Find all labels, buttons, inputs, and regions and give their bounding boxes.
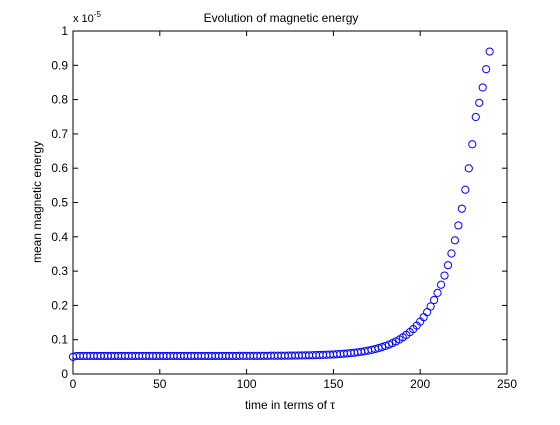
y-axis-label: mean magnetic energy [30, 141, 44, 263]
y-tick-label: 0.6 [51, 161, 68, 175]
y-tick-label: 1 [61, 24, 68, 38]
data-point [450, 236, 460, 245]
y-axis-multiplier-exponent: -5 [94, 10, 102, 19]
data-point [381, 341, 390, 351]
y-tick-label: 0.2 [51, 298, 68, 312]
data-point [461, 185, 470, 194]
data-point [471, 112, 480, 122]
data-point [429, 295, 439, 305]
chart-title: Evolution of magnetic energy [204, 11, 359, 25]
data-point [426, 302, 435, 311]
x-tick-label: 250 [497, 377, 517, 391]
data-point [436, 280, 446, 289]
y-axis-multiplier: x 10-5 [73, 10, 101, 25]
data-point [468, 140, 477, 149]
y-tick-label: 0.3 [51, 264, 68, 278]
data-point [482, 65, 491, 74]
x-tick-label: 0 [70, 377, 77, 391]
y-tick-label: 0.4 [51, 230, 68, 244]
data-point [464, 164, 473, 173]
y-tick-label: 0.1 [51, 333, 68, 347]
y-tick-label: 0.7 [51, 127, 68, 141]
data-point [485, 47, 494, 56]
x-tick-label: 200 [410, 377, 430, 391]
x-tick-label: 150 [323, 377, 343, 391]
data-point [443, 261, 453, 270]
x-tick-label: 50 [153, 377, 167, 391]
plot-area [72, 30, 508, 375]
data-point [454, 221, 463, 230]
data-point [447, 249, 456, 258]
x-tick-label: 100 [237, 377, 257, 391]
data-point [433, 288, 442, 297]
data-point [475, 98, 484, 107]
y-tick-label: 0.9 [51, 58, 68, 72]
x-axis-label: time in terms of τ [245, 398, 335, 412]
y-axis-ticks: 0 0.1 0.2 0.3 0.4 0.5 0.6 0.7 0.8 0.9 1 [51, 24, 507, 381]
data-point [478, 83, 487, 92]
data-point [457, 204, 466, 213]
data-point [440, 271, 449, 280]
data-markers [68, 47, 494, 361]
data-point [377, 343, 387, 352]
x-axis-ticks: 0 50 100 150 200 250 [70, 31, 517, 391]
y-tick-label: 0.8 [51, 93, 68, 107]
y-axis-multiplier-base: x 10 [73, 13, 94, 25]
y-tick-label: 0 [61, 367, 68, 381]
y-tick-label: 0.5 [51, 196, 68, 210]
